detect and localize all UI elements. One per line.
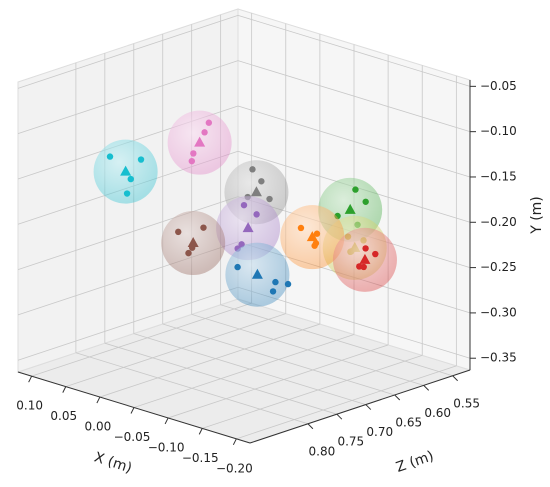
grid-line [237,60,471,133]
point [190,150,197,157]
point [205,119,213,126]
grid-line [162,323,395,396]
grid-line [220,304,453,377]
tick-mark [365,404,372,410]
x-axis-label: X (m) [92,449,134,476]
grid-line [191,313,424,386]
point [352,186,359,193]
point [137,156,145,163]
point [234,263,241,271]
center-marker [344,203,356,214]
grid-line [17,60,239,135]
center-marker [194,136,206,147]
grid-line [75,352,309,425]
center-marker [120,165,132,176]
point [200,224,207,231]
tick-mark [452,375,458,382]
tick-mark [423,385,430,391]
point [272,278,279,286]
z-tick-label: 0.80 [309,444,336,458]
tick-mark [307,423,314,430]
y-tick-label: −0.20 [480,215,517,229]
x-tick-label: −0.20 [216,461,253,475]
tick-mark [336,413,343,420]
grid-line [31,302,252,377]
point [356,263,363,270]
grid-line [133,333,366,405]
grid-line [167,344,389,419]
grid-line [237,105,471,178]
z-axis-line [249,369,471,444]
x-tick-label: −0.05 [114,430,151,444]
grid-line [236,365,457,440]
x-tick-label: 0.00 [85,420,112,434]
z-axis-label: Z (m) [394,448,436,476]
y-tick-label: −0.30 [480,305,517,319]
point [258,178,265,185]
point [240,201,248,209]
center-marker [251,268,263,279]
grid-line [17,286,239,361]
tick-mark [164,417,169,425]
point [127,175,134,183]
point [123,190,131,197]
point [188,157,196,165]
tick-mark [232,438,237,446]
grid-line [237,14,471,87]
tick-mark [62,386,67,393]
point [238,241,245,248]
z-tick-label: 0.65 [395,415,422,429]
point [362,245,369,252]
point [311,242,318,249]
tick-mark [394,394,401,401]
center-marker [187,237,199,248]
x-tick-label: 0.05 [50,409,77,423]
grid-line [99,323,321,398]
tick-mark [130,407,135,414]
point [269,288,277,295]
center-marker [306,231,318,242]
y-tick-label: −0.05 [480,79,517,93]
point [297,224,305,232]
point [175,228,182,236]
center-marker [242,222,254,233]
center-marker [359,253,371,264]
point [185,249,192,257]
tick-mark [198,428,203,435]
grid-line [133,334,355,408]
point [249,166,256,173]
x-axis-line [17,371,251,444]
z-tick-label: 0.70 [366,425,393,439]
grid-line [17,196,239,270]
center-marker [250,186,262,197]
point [253,211,260,218]
y-tick-label: −0.25 [480,260,517,274]
z-tick-label: 0.60 [424,406,451,420]
z-tick-label: 0.75 [337,435,364,449]
x-tick-label: −0.15 [182,451,219,465]
point [284,280,292,288]
x-tick-label: 0.10 [16,399,43,413]
y-tick-label: −0.35 [480,351,517,365]
y-tick-label: −0.15 [480,169,517,183]
point [313,230,321,237]
x-tick-label: −0.10 [148,440,185,454]
grid-line [202,355,423,429]
grid-line [65,313,286,387]
point [372,250,379,258]
point [201,129,208,136]
point [362,198,369,205]
tick-mark [28,375,33,383]
point [106,153,114,160]
z-tick-label: 0.55 [453,396,480,410]
y-tick-label: −0.10 [480,124,517,138]
y-axis-label: Y (m) [529,196,545,235]
grid-line [17,14,239,89]
tick-mark [96,396,101,404]
grid-line [104,342,337,415]
point [266,195,273,203]
